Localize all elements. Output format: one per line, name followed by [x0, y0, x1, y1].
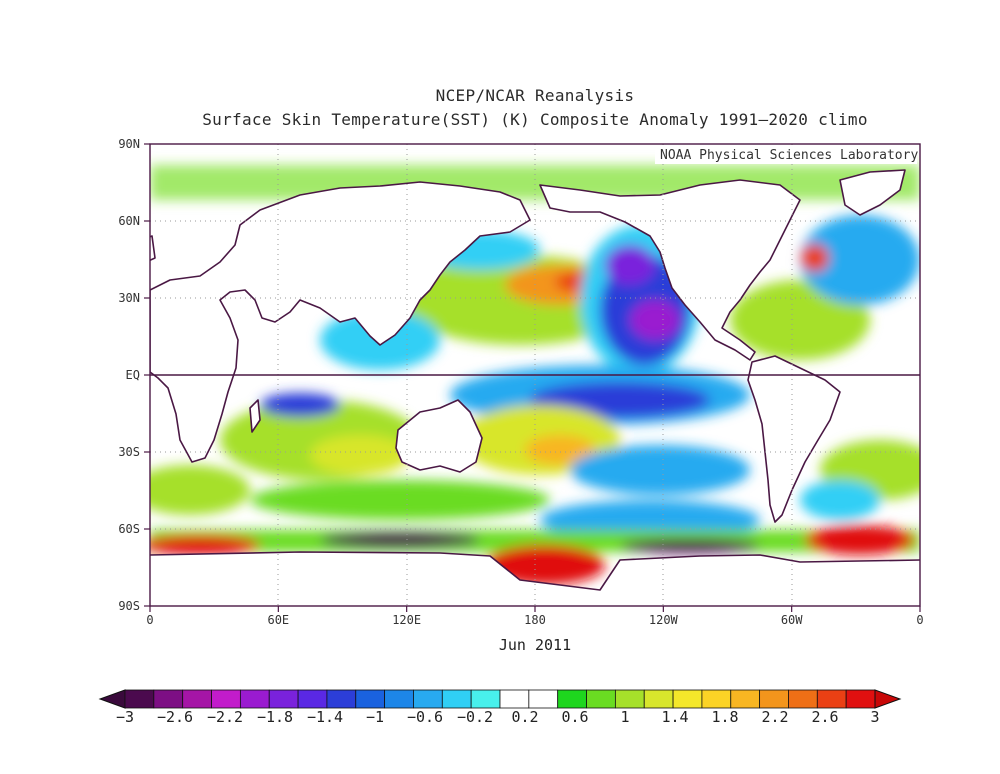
- colorbar-label: −1.4: [307, 708, 343, 726]
- colorbar-label: 0.6: [561, 708, 588, 726]
- colorbar-swatch: [701, 689, 732, 709]
- colorbar-low-arrow: [98, 689, 126, 709]
- lat-tick-label: EQ: [126, 368, 140, 382]
- continents: [150, 169, 920, 591]
- colorbar-swatch: [470, 689, 501, 709]
- longitude-axis: 0 60E 120E 180 120W 60W 0: [146, 606, 924, 627]
- colorbar-swatch: [499, 689, 530, 709]
- watermark: NOAA Physical Sciences Laboratory: [660, 148, 918, 163]
- colorbar-label: 3: [870, 708, 879, 726]
- lon-tick-label: 60W: [781, 613, 803, 627]
- colorbar-swatch: [845, 689, 876, 709]
- colorbar-label: −0.2: [457, 708, 493, 726]
- watermark-box: [655, 146, 917, 164]
- colorbar-label: −2.2: [207, 708, 243, 726]
- lat-tick-label: 90S: [118, 599, 140, 613]
- colorbar-swatch: [672, 689, 703, 709]
- colorbar: −3 −2.6 −2.2 −1.8 −1.4 −1 −0.6 −0.2 0.2 0.6 1 1.4 1.…: [98, 689, 902, 726]
- lon-tick-label: 120E: [392, 613, 421, 627]
- lon-tick-label: 180: [524, 613, 546, 627]
- colorbar-swatch: [614, 689, 645, 709]
- colorbar-swatch: [211, 689, 241, 709]
- colorbar-swatch: [788, 689, 818, 709]
- lon-tick-label: 0: [146, 613, 153, 627]
- colorbar-label: 1.4: [661, 708, 688, 726]
- colorbar-swatch: [528, 689, 559, 709]
- colorbar-label: −1: [366, 708, 384, 726]
- lat-tick-label: 30S: [118, 445, 140, 459]
- period-label: Jun 2011: [499, 636, 571, 654]
- colorbar-label: 0.2: [511, 708, 538, 726]
- lat-tick-label: 90N: [118, 137, 140, 151]
- colorbar-swatch: [413, 689, 443, 709]
- colorbar-high-arrow: [874, 689, 902, 709]
- colorbar-swatch: [586, 689, 616, 709]
- colorbar-label: 2.6: [811, 708, 838, 726]
- colorbar-swatch: [441, 689, 472, 709]
- colorbar-swatch: [268, 689, 299, 709]
- colorbar-swatch: [239, 689, 270, 709]
- colorbar-swatch: [759, 689, 789, 709]
- colorbar-swatch: [557, 689, 587, 709]
- colorbar-swatch: [297, 689, 328, 709]
- colorbar-label: 1: [620, 708, 629, 726]
- colorbar-swatch: [730, 689, 761, 709]
- colorbar-swatch: [153, 689, 184, 709]
- colorbar-label: −0.6: [407, 708, 443, 726]
- colorbar-label: −3: [116, 708, 134, 726]
- chart-subtitle: Surface Skin Temperature(SST) (K) Compos…: [202, 110, 868, 129]
- colorbar-swatch: [643, 689, 674, 709]
- lon-tick-label: 0: [916, 613, 923, 627]
- colorbar-swatch: [816, 689, 847, 709]
- colorbar-swatch: [124, 689, 155, 709]
- colorbar-swatch: [182, 689, 212, 709]
- lon-tick-label: 60E: [267, 613, 289, 627]
- colorbar-swatch: [384, 689, 414, 709]
- colorbar-label: −2.6: [157, 708, 193, 726]
- colorbar-swatch: [355, 689, 386, 709]
- colorbar-swatch: [326, 689, 357, 709]
- chart-title: NCEP/NCAR Reanalysis: [435, 86, 635, 105]
- colorbar-label: −1.8: [257, 708, 293, 726]
- latitude-axis: 90N 60N 30N EQ 30S 60S 90S: [118, 137, 150, 613]
- colorbar-label: 2.2: [761, 708, 788, 726]
- lon-tick-label: 120W: [649, 613, 679, 627]
- lat-tick-label: 30N: [118, 291, 140, 305]
- lat-tick-label: 60N: [118, 214, 140, 228]
- colorbar-label: 1.8: [711, 708, 738, 726]
- lat-tick-label: 60S: [118, 522, 140, 536]
